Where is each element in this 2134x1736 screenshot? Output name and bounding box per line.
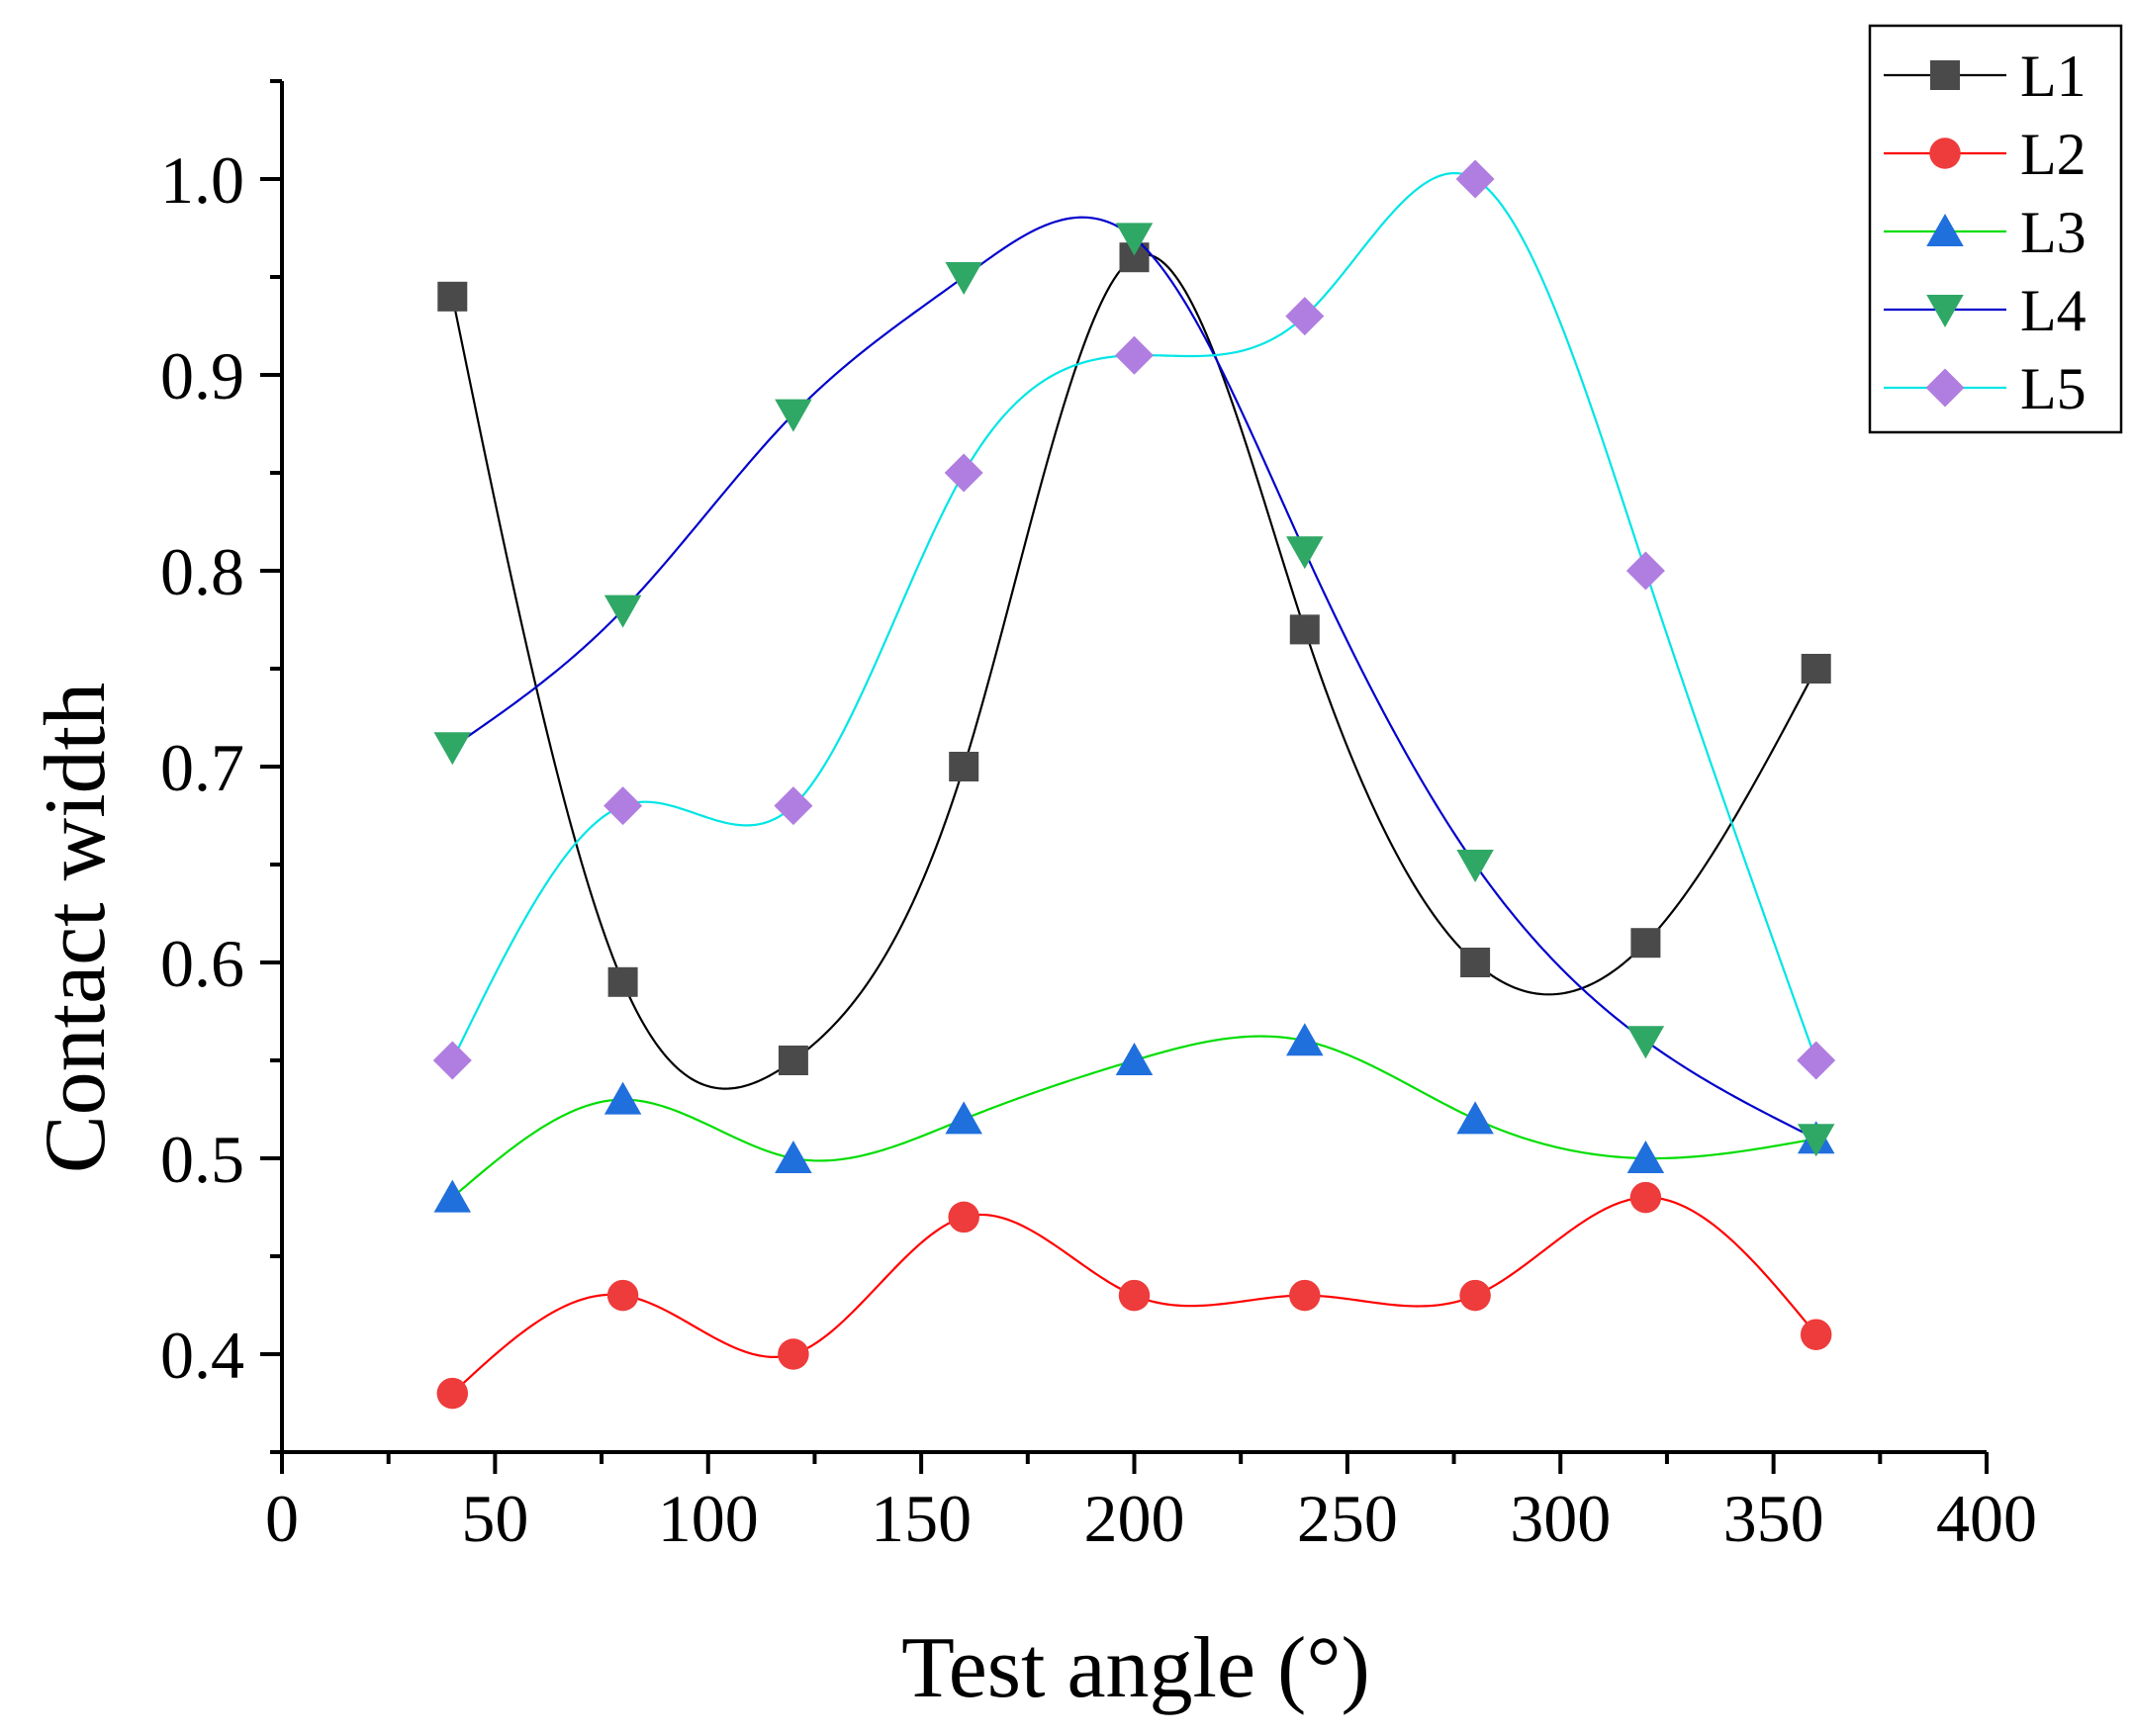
- series-l3: [433, 1023, 1835, 1213]
- data-point-l1: [1289, 614, 1320, 645]
- data-point-l5: [944, 453, 983, 493]
- data-point-l2: [606, 1279, 639, 1312]
- series-line-l1: [451, 253, 1817, 1090]
- series-l4: [433, 216, 1835, 1157]
- data-point-l2: [436, 1377, 469, 1410]
- data-point-l2: [1118, 1279, 1151, 1312]
- x-tick-label: 250: [1297, 1481, 1398, 1556]
- data-point-l5: [1455, 159, 1495, 199]
- data-point-l1: [1460, 948, 1491, 977]
- legend-marker: [1926, 295, 1964, 327]
- data-point-l4: [603, 594, 642, 628]
- data-point-l3: [945, 1101, 982, 1135]
- x-tick-label: 400: [1936, 1481, 2037, 1556]
- legend-marker: [1929, 137, 1961, 169]
- data-point-l3: [775, 1141, 812, 1173]
- data-point-l3: [603, 1081, 642, 1115]
- data-point-l3: [1115, 1043, 1154, 1075]
- data-point-l4: [1115, 223, 1154, 256]
- data-point-l4: [1626, 1026, 1665, 1059]
- axes: 0 50 100 150 200 250 300 350 400 0.4 0.5 0.6 0.7 0.8 0…: [160, 79, 2037, 1556]
- data-point-l1: [949, 752, 979, 781]
- data-point-l2: [778, 1338, 809, 1370]
- x-tick-label: 350: [1723, 1481, 1824, 1556]
- data-point-l5: [1285, 297, 1325, 336]
- data-point-l1: [1801, 654, 1831, 684]
- y-tick-label: 0.5: [160, 1122, 244, 1197]
- series-l5: [432, 159, 1836, 1080]
- data-point-l5: [603, 786, 643, 826]
- y-tick-label: 0.7: [160, 730, 244, 805]
- series-l1: [437, 242, 1831, 1090]
- series-l2: [436, 1181, 1832, 1410]
- data-point-l3: [433, 1179, 472, 1213]
- legend-item-l2: L2: [1884, 122, 2087, 187]
- legend-label: L3: [2020, 200, 2087, 265]
- legend-marker: [1925, 368, 1965, 408]
- data-point-l3: [1626, 1141, 1665, 1173]
- y-tick-label: 0.9: [160, 338, 244, 413]
- y-tick-label: 1.0: [160, 142, 244, 218]
- data-point-l2: [1629, 1181, 1662, 1214]
- legend-item-l5: L5: [1884, 356, 2087, 421]
- x-tick-label: 100: [658, 1481, 759, 1556]
- legend: L1 L2 L3 L4 L5: [1868, 24, 2123, 434]
- data-point-l2: [948, 1201, 979, 1233]
- x-axis-title: Test angle (°): [901, 1620, 1370, 1716]
- legend-item-l3: L3: [1884, 200, 2087, 265]
- data-point-l1: [778, 1046, 808, 1075]
- data-point-l4: [433, 732, 472, 766]
- legend-label: L2: [2020, 122, 2087, 187]
- x-tick-label: 50: [461, 1481, 528, 1556]
- legend-label: L4: [2020, 278, 2087, 343]
- legend-item-l1: L1: [1884, 44, 2087, 109]
- y-tick-label: 0.6: [160, 926, 244, 1001]
- legend-marker: [1926, 214, 1964, 246]
- data-point-l4: [1797, 1124, 1835, 1157]
- legend-box: [1868, 24, 2123, 434]
- data-point-l5: [1625, 551, 1665, 591]
- data-point-l1: [1630, 928, 1661, 959]
- data-point-l2: [1800, 1319, 1832, 1350]
- data-point-l5: [432, 1041, 472, 1080]
- x-tick-label: 150: [871, 1481, 972, 1556]
- data-point-l5: [774, 786, 813, 826]
- y-axis-title: Contact width: [28, 683, 124, 1173]
- legend-label: L5: [2020, 356, 2087, 421]
- data-point-l4: [1456, 850, 1494, 882]
- y-tick-label: 0.8: [160, 534, 244, 609]
- y-tick-label: 0.4: [160, 1318, 244, 1393]
- data-point-l1: [607, 966, 638, 997]
- data-point-l1: [437, 281, 468, 312]
- legend-marker: [1930, 60, 1960, 90]
- data-point-l3: [1286, 1023, 1324, 1056]
- data-point-l5: [1797, 1041, 1836, 1080]
- x-tick-label: 300: [1510, 1481, 1611, 1556]
- series-line-l5: [451, 171, 1817, 1061]
- legend-label: L1: [2020, 44, 2087, 109]
- data-point-l2: [1289, 1279, 1321, 1312]
- series-layer: [432, 159, 1836, 1410]
- data-point-l4: [775, 399, 812, 432]
- data-point-l4: [945, 262, 982, 295]
- x-tick-label: 0: [265, 1481, 299, 1556]
- x-tick-label: 200: [1084, 1481, 1185, 1556]
- data-point-l2: [1459, 1279, 1491, 1312]
- data-point-l4: [1286, 536, 1324, 570]
- legend-item-l4: L4: [1884, 278, 2087, 343]
- data-point-l3: [1456, 1101, 1494, 1135]
- data-point-l5: [1115, 335, 1154, 375]
